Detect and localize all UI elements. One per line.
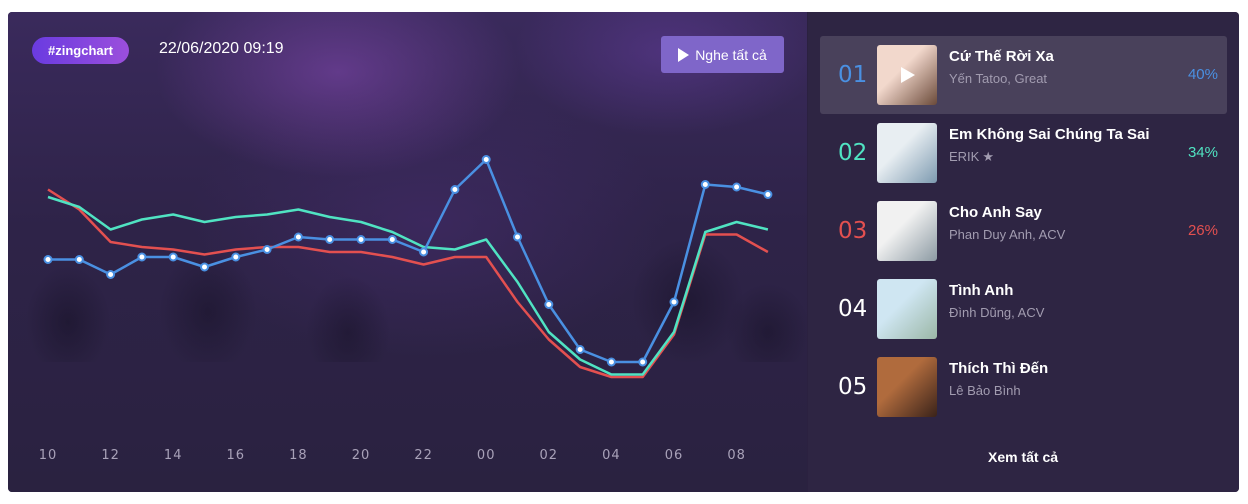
play-all-label: Nghe tất cả <box>695 46 767 63</box>
song-item[interactable]: 05 Thích Thì Đến Lê Bảo Bình <box>820 348 1227 426</box>
data-point[interactable] <box>106 270 116 279</box>
song-item[interactable]: 04 Tình Anh Đình Dũng, ACV <box>820 270 1227 348</box>
series-line-3[interactable] <box>47 188 769 379</box>
x-tick-label: 02 <box>540 448 559 463</box>
data-point[interactable] <box>450 185 460 194</box>
artist-name[interactable]: Lê Bảo Bình <box>949 383 1021 398</box>
song-ranking-list: 01 Cứ Thế Rời Xa Yến Tatoo, Great 40% 02 Em K… <box>808 12 1239 492</box>
song-title[interactable]: Cứ Thế Rời Xa <box>949 48 1054 65</box>
zingchart-widget: 10 12 14 16 18 20 22 00 02 04 06 08 #zingchart 22/0… <box>8 12 1239 492</box>
x-tick-label: 04 <box>602 448 621 463</box>
artist-name[interactable]: Đình Dũng, ACV <box>949 305 1045 320</box>
x-tick-label: 08 <box>727 448 746 463</box>
data-point[interactable] <box>231 252 241 262</box>
data-point[interactable] <box>356 235 366 244</box>
data-point[interactable] <box>325 235 335 244</box>
song-artist[interactable]: Đình Dũng, ACV <box>949 305 1044 320</box>
play-icon[interactable] <box>901 67 915 83</box>
chart-datetime: 22/06/2020 09:19 <box>159 40 284 57</box>
data-point[interactable] <box>200 262 209 272</box>
song-rank: 05 <box>838 374 868 400</box>
play-icon <box>678 47 690 62</box>
song-artist[interactable]: Yến Tatoo, Great <box>949 71 1047 86</box>
star-icon: ★ <box>982 149 994 164</box>
song-percent: 26% <box>1187 222 1218 239</box>
data-point[interactable] <box>419 247 429 257</box>
song-artist[interactable]: ERIK ★ <box>949 149 994 165</box>
data-point[interactable] <box>481 155 491 164</box>
data-point[interactable] <box>732 182 742 192</box>
data-point[interactable] <box>513 232 522 242</box>
x-tick-label: 12 <box>101 448 120 463</box>
x-tick-label: 14 <box>164 448 183 463</box>
song-item[interactable]: 03 Cho Anh Say Phan Duy Anh, ACV 26% <box>820 192 1227 270</box>
data-point[interactable] <box>763 190 773 199</box>
x-tick-label: 10 <box>39 448 58 463</box>
series-line-1[interactable] <box>48 158 769 364</box>
song-thumbnail[interactable] <box>877 357 937 417</box>
data-point[interactable] <box>638 357 648 367</box>
song-item[interactable]: 02 Em Không Sai Chúng Ta Sai ERIK ★ 34% <box>820 114 1227 192</box>
data-point[interactable] <box>669 297 679 307</box>
data-point[interactable] <box>293 232 303 242</box>
song-item[interactable]: 01 Cứ Thế Rời Xa Yến Tatoo, Great 40% <box>820 36 1227 114</box>
artist-name[interactable]: Yến Tatoo, Great <box>949 71 1048 86</box>
see-all-link[interactable]: Xem tất cả <box>988 449 1059 465</box>
song-title[interactable]: Cho Anh Say <box>949 204 1042 221</box>
data-point[interactable] <box>606 357 616 367</box>
data-point[interactable] <box>262 245 272 254</box>
song-rank: 01 <box>838 62 868 88</box>
data-point[interactable] <box>168 252 178 262</box>
song-rank: 03 <box>838 218 868 244</box>
song-title[interactable]: Thích Thì Đến <box>949 360 1049 377</box>
song-percent: 40% <box>1187 66 1218 83</box>
x-tick-label: 00 <box>477 448 496 463</box>
song-artist[interactable]: Phan Duy Anh, ACV <box>949 227 1065 242</box>
data-point[interactable] <box>575 345 585 354</box>
x-tick-label: 18 <box>289 448 308 463</box>
x-tick-label: 16 <box>227 448 246 463</box>
data-point[interactable] <box>700 180 710 189</box>
line-chart: 10 12 14 16 18 20 22 00 02 04 06 08 <box>39 155 773 463</box>
chart-panel: 10 12 14 16 18 20 22 00 02 04 06 08 #zingchart 22/0… <box>8 12 807 492</box>
artist-name[interactable]: Phan Duy Anh, ACV <box>949 227 1066 242</box>
data-point[interactable] <box>387 235 397 244</box>
song-thumbnail[interactable] <box>877 123 937 183</box>
song-title[interactable]: Em Không Sai Chúng Ta Sai <box>949 126 1150 143</box>
song-rank: 02 <box>838 140 868 166</box>
song-rank: 04 <box>838 296 868 322</box>
x-tick-label: 06 <box>665 448 684 463</box>
data-point[interactable] <box>74 255 84 264</box>
data-point[interactable] <box>137 252 147 262</box>
x-tick-label: 22 <box>414 448 433 463</box>
song-artist[interactable]: Lê Bảo Bình <box>949 383 1021 398</box>
song-thumbnail[interactable] <box>877 45 937 105</box>
series-line-2[interactable] <box>47 195 769 376</box>
song-thumbnail[interactable] <box>877 201 937 261</box>
play-all-button[interactable]: Nghe tất cả <box>661 36 784 73</box>
song-percent: 34% <box>1187 144 1218 161</box>
song-title[interactable]: Tình Anh <box>949 282 1014 299</box>
song-thumbnail[interactable] <box>877 279 937 339</box>
data-point[interactable] <box>43 255 53 264</box>
data-point[interactable] <box>544 300 554 309</box>
artist-name[interactable]: ERIK <box>949 149 980 164</box>
zingchart-tag[interactable]: #zingchart <box>32 37 130 64</box>
x-tick-label: 20 <box>352 448 371 463</box>
